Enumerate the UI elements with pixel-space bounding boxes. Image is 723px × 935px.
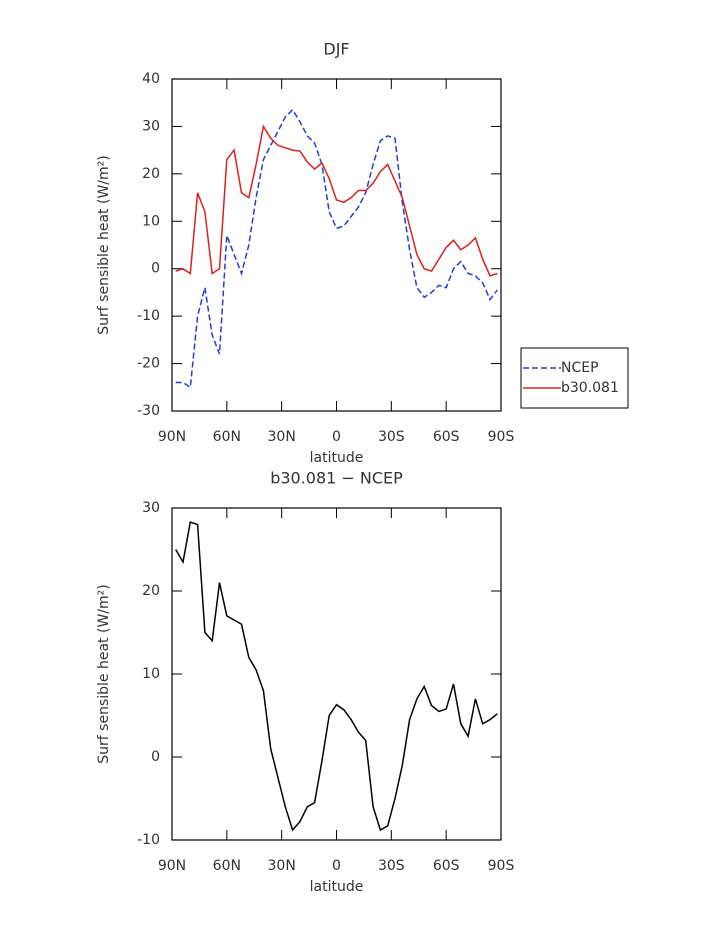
chart-title: b30.081 − NCEP <box>270 469 403 488</box>
y-axis-label: Surf sensible heat (W/m²) <box>96 584 112 763</box>
x-tick-label: 90N <box>158 429 186 445</box>
y-tick-label: 30 <box>142 500 160 516</box>
x-tick-label: 30N <box>268 429 296 445</box>
x-axis-label: latitude <box>310 879 364 895</box>
data-line <box>175 124 498 277</box>
x-tick-label: 60S <box>433 429 460 445</box>
x-tick-label: 60S <box>433 858 460 874</box>
y-tick-label: 0 <box>151 749 160 765</box>
y-tick-label: 20 <box>142 166 160 182</box>
y-axis-label: Surf sensible heat (W/m²) <box>96 155 112 334</box>
x-tick-label: 90S <box>488 429 515 445</box>
x-tick-label: 60N <box>213 858 241 874</box>
data-line <box>175 521 498 832</box>
y-tick-label: -30 <box>137 403 160 419</box>
x-tick-label: 90S <box>488 858 515 874</box>
legend-label: b30.081 <box>561 380 619 396</box>
legend-box <box>520 347 629 409</box>
y-tick-label: 10 <box>142 213 160 229</box>
x-tick-label: 30S <box>378 429 405 445</box>
plot-frame <box>171 507 502 841</box>
x-tick-label: 60N <box>213 429 241 445</box>
y-tick-label: -10 <box>137 308 160 324</box>
x-tick-label: 30S <box>378 858 405 874</box>
x-tick-label: 0 <box>332 858 341 874</box>
x-tick-label: 0 <box>332 429 341 445</box>
y-tick-label: 0 <box>151 261 160 277</box>
x-tick-label: 90N <box>158 858 186 874</box>
x-axis-label: latitude <box>310 450 364 466</box>
y-tick-label: 40 <box>142 71 160 87</box>
legend-label: NCEP <box>561 360 599 376</box>
plot-frame <box>171 78 502 412</box>
data-line <box>175 108 498 389</box>
y-tick-label: -10 <box>137 832 160 848</box>
y-tick-label: 30 <box>142 118 160 134</box>
y-tick-label: 20 <box>142 583 160 599</box>
chart-title: DJF <box>323 40 349 59</box>
y-tick-label: -20 <box>137 356 160 372</box>
x-tick-label: 30N <box>268 858 296 874</box>
y-tick-label: 10 <box>142 666 160 682</box>
